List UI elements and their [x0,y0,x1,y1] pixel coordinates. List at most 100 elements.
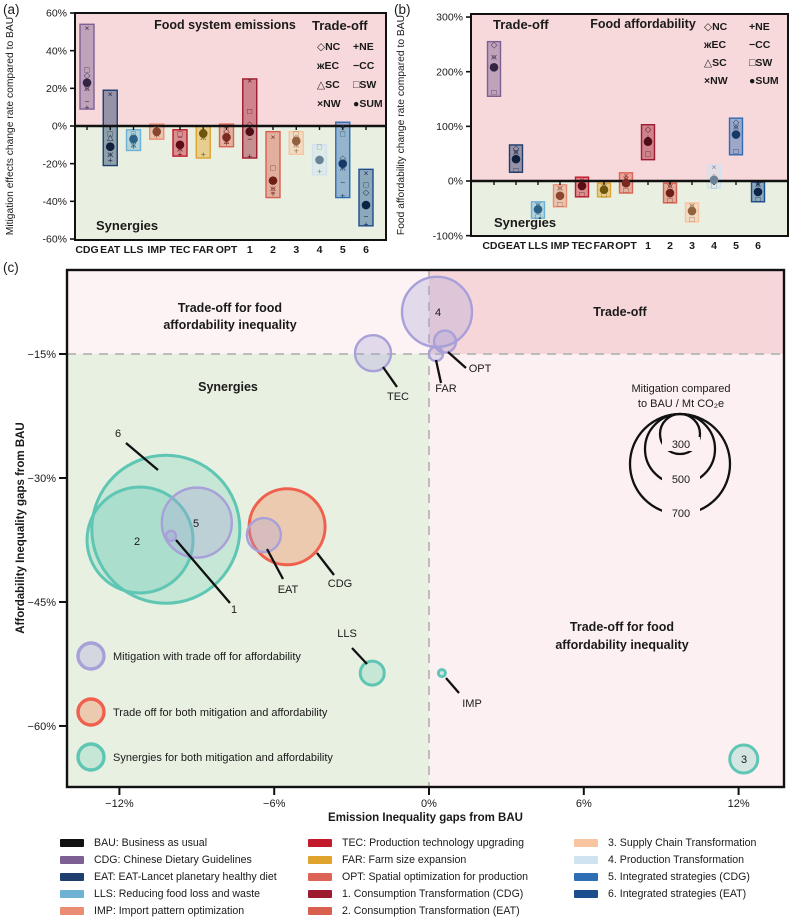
marker-SW: □ [84,64,89,74]
marker-CC: − [271,187,276,197]
sum-dot [753,187,763,197]
marker-SW: □ [733,146,738,156]
marker-EC: ж [513,146,519,156]
region-label: Synergies [198,380,258,394]
region-label: Trade-off [593,305,647,319]
sum-dot [643,137,653,146]
x-tick-label: −12% [105,798,134,810]
bubble-EAT [245,516,283,554]
legend-item-NE: +NE [749,21,770,33]
bubble-label-OPT: OPT [469,363,492,375]
marker-NC: ◇ [645,124,652,134]
region-synergies [67,354,429,787]
bubble-label-5: 5 [193,518,199,530]
marker-NC: ◇ [363,187,370,197]
class-legend-label: Mitigation with trade off for affordabil… [113,651,301,663]
bubble-label-3: 3 [741,754,747,766]
category-label: CDG [75,244,98,256]
y-axis-title: Affordability Inequality gaps from BAU [15,422,27,634]
marker-NC: ◇ [84,70,91,80]
leader-line-LLS [351,647,368,665]
marker-NC: ◇ [491,39,498,49]
marker-SW: □ [340,128,345,138]
marker-SW: □ [645,149,650,159]
region-label: affordability inequality [163,318,296,332]
marker-NC: ◇ [246,119,253,129]
region-tradeoff-affordability-left [67,270,429,354]
plot-border [74,12,387,241]
tradeoff-region [75,13,386,126]
marker-SW: □ [601,190,606,200]
leader-line-CDG [316,552,335,576]
marker-EC: ж [667,180,673,190]
bubble-label-EAT: EAT [278,584,299,596]
marker-NC: ◇ [223,127,230,137]
legend-item-EC: жEC [703,39,726,51]
size-legend-title: to BAU / Mt CO₂e [638,398,724,410]
sum-dot [152,127,162,136]
marker-CC: − [364,211,369,221]
bubble-6 [90,453,242,605]
bubble-label-IMP: IMP [462,698,482,710]
category-label: EAT [100,244,121,256]
legend-item-SC: △SC [704,57,727,69]
class-legend-circle-purple [76,641,106,671]
category-label: IMP [147,244,166,256]
marker-NW: × [624,170,629,180]
leader-line-OPT [447,351,467,369]
panel-c-letter: (c) [3,260,19,275]
plot-border [470,13,789,237]
marker-EC: ж [491,51,497,61]
bubble-label-6: 6 [115,428,121,440]
x-tick-label: 0% [421,798,437,810]
synergies-label: Synergies [96,218,158,233]
marker-SW: □ [755,194,760,204]
class-legend-label: Trade off for both mitigation and afford… [113,707,328,719]
sum-dot [709,175,719,185]
category-label: 2 [667,240,673,252]
y-tick-label: −15% [28,349,57,361]
plot-border [65,268,786,789]
y-tick-label: −60% [28,721,57,733]
sum-dot [731,130,741,139]
legend-item-CC: −CC [749,39,771,51]
category-label: FAR [193,244,214,256]
marker-SW: □ [108,128,113,138]
bubble-LLS [358,659,386,687]
x-tick-label: −6% [263,798,286,810]
marker-NC: ◇ [513,143,520,153]
size-legend-value: 300 [672,439,690,451]
sum-dot [489,63,499,72]
marker-SW: □ [491,87,496,97]
y-tick-label: 60% [46,8,67,20]
sum-dot [315,155,324,165]
y-tick-label: -40% [42,196,67,208]
legend-item-NW: ×NW [704,75,728,87]
legend-item-CC: −CC [353,60,375,72]
panel-a-letter: (a) [3,2,20,17]
sum-dot [533,205,543,214]
category-label: 2 [270,244,276,256]
leader-line-IMP [445,677,460,694]
leader-line-FAR [434,359,443,384]
marker-NE: + [224,138,229,148]
x-tick-label: 12% [728,798,750,810]
category-label: FAR [594,240,615,252]
category-label: LLS [124,244,144,256]
marker-EC: ж [623,173,629,183]
region-tradeoff-affordability-right [429,354,784,787]
size-legend-value: 500 [672,474,690,486]
sum-dot [338,159,348,168]
sum-dot [222,133,231,142]
sum-dot [291,136,301,146]
y-tick-label: -100% [433,230,463,242]
legend-item-EC: жEC [316,60,339,72]
marker-SW: □ [247,106,252,116]
sum-dot [511,154,521,164]
legend-item-NW: ×NW [317,98,341,110]
bar-a-CDG [79,23,95,110]
marker-CC: − [178,132,183,142]
bubble-TEC [353,333,393,373]
sum-dot [555,191,565,201]
legend-item-SC: △SC [317,79,340,91]
